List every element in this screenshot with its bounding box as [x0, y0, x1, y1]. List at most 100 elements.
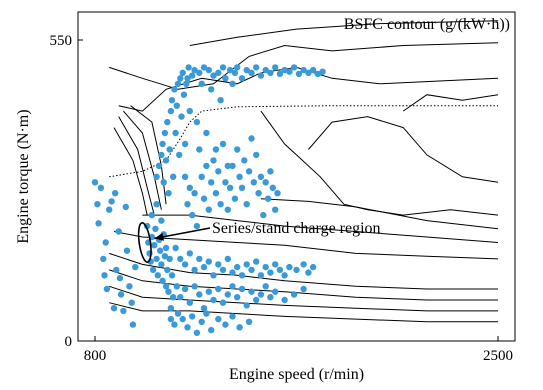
scatter-point: [208, 86, 215, 93]
scatter-point: [171, 86, 178, 93]
scatter-point: [264, 195, 272, 202]
scatter-point: [300, 66, 307, 74]
scatter-point: [198, 173, 205, 180]
scatter-point: [229, 269, 236, 276]
scatter-point: [226, 66, 234, 74]
scatter-point: [181, 173, 189, 180]
scatter-point: [281, 296, 288, 304]
scatter-point: [159, 277, 166, 284]
scatter-point: [229, 283, 236, 290]
scatter-point: [177, 294, 184, 301]
scatter-point: [196, 146, 203, 153]
scatter-point: [243, 201, 250, 208]
scatter-point: [172, 244, 179, 252]
scatter-point: [162, 244, 170, 252]
scatter-point: [238, 184, 246, 191]
scatter-point: [122, 203, 129, 211]
scatter-point: [193, 329, 201, 336]
scatter-point: [154, 272, 161, 279]
bsfc-contour-line: [260, 198, 499, 230]
scatter-point: [286, 263, 293, 271]
scatter-point: [160, 179, 167, 186]
scatter-point: [153, 201, 160, 208]
scatter-point: [181, 261, 189, 268]
scatter-point: [236, 324, 243, 331]
scatter-point: [97, 184, 105, 191]
scatter-point: [229, 162, 236, 170]
scatter-point: [262, 179, 269, 186]
scatter-point: [183, 80, 190, 88]
scatter-point: [181, 285, 189, 293]
scatter-point: [276, 266, 284, 274]
scatter-point: [300, 285, 307, 293]
scatter-point: [215, 261, 222, 268]
scatter-point: [295, 70, 303, 78]
scatter-point: [238, 75, 246, 82]
bsfc-contours: [109, 20, 499, 323]
scatter-point: [238, 285, 246, 293]
scatter-point: [191, 266, 198, 274]
scatter-point: [186, 299, 193, 306]
scatter-point: [167, 315, 175, 323]
scatter-point: [274, 190, 281, 197]
scatter-point: [164, 266, 171, 274]
scatter-point: [269, 184, 276, 191]
scatter-point: [161, 129, 169, 137]
x-tick-label: 2500: [483, 348, 513, 364]
region-label: Series/stand charge region: [212, 220, 381, 237]
scatter-point: [234, 146, 241, 153]
scatter-point: [95, 220, 102, 227]
scatter-point: [179, 69, 186, 77]
scatter-point: [181, 140, 189, 148]
x-tick-label: 800: [84, 348, 107, 364]
scatter-point: [123, 247, 131, 254]
scatter-point: [166, 146, 173, 153]
scatter-point: [173, 283, 180, 290]
scatter-point: [191, 66, 198, 74]
annotation-arrow: [154, 227, 211, 241]
scatter-point: [243, 302, 250, 309]
scatter-point: [164, 118, 171, 126]
scatter-point: [205, 288, 212, 295]
scatter-point: [112, 190, 119, 197]
scatter-point: [148, 211, 156, 219]
y-tick-label: 0: [65, 334, 73, 350]
scatter-point: [186, 250, 193, 257]
scatter-point: [91, 179, 99, 186]
scatter-point: [286, 68, 293, 75]
scatter-point: [174, 310, 182, 317]
scatter-point: [153, 173, 160, 180]
scatter-point: [132, 263, 139, 271]
scatter-point: [166, 255, 173, 263]
scatter-point: [314, 70, 321, 78]
scatter-point: [200, 305, 208, 312]
scatter-point: [219, 299, 227, 306]
scatter-point: [219, 140, 227, 148]
scatter-point: [224, 162, 231, 170]
scatter-point: [168, 97, 176, 104]
scatter-point: [120, 307, 127, 315]
scatter-point: [110, 305, 118, 312]
scatter-point: [208, 179, 215, 186]
y-tick-label: 550: [50, 33, 73, 49]
scatter-point: [309, 66, 317, 74]
scatter-point: [179, 315, 186, 323]
scatter-point: [215, 168, 222, 175]
scatter-point: [290, 291, 298, 298]
scatter-point: [191, 190, 198, 197]
scatter-point: [222, 321, 229, 328]
scatter-point: [212, 146, 220, 153]
scatter-point: [103, 285, 111, 293]
scatter-point: [165, 190, 172, 197]
scatter-point: [102, 239, 109, 246]
reference-lines: [109, 105, 498, 178]
scatter-point: [158, 261, 165, 268]
scatter-point: [106, 206, 113, 213]
scatter-point: [267, 168, 274, 175]
scatter-point: [158, 151, 165, 159]
y-axis-label: Engine torque (N·m): [15, 109, 32, 243]
scatter-point: [184, 75, 191, 82]
scatter-point: [161, 253, 169, 260]
scatter-point: [94, 201, 101, 208]
